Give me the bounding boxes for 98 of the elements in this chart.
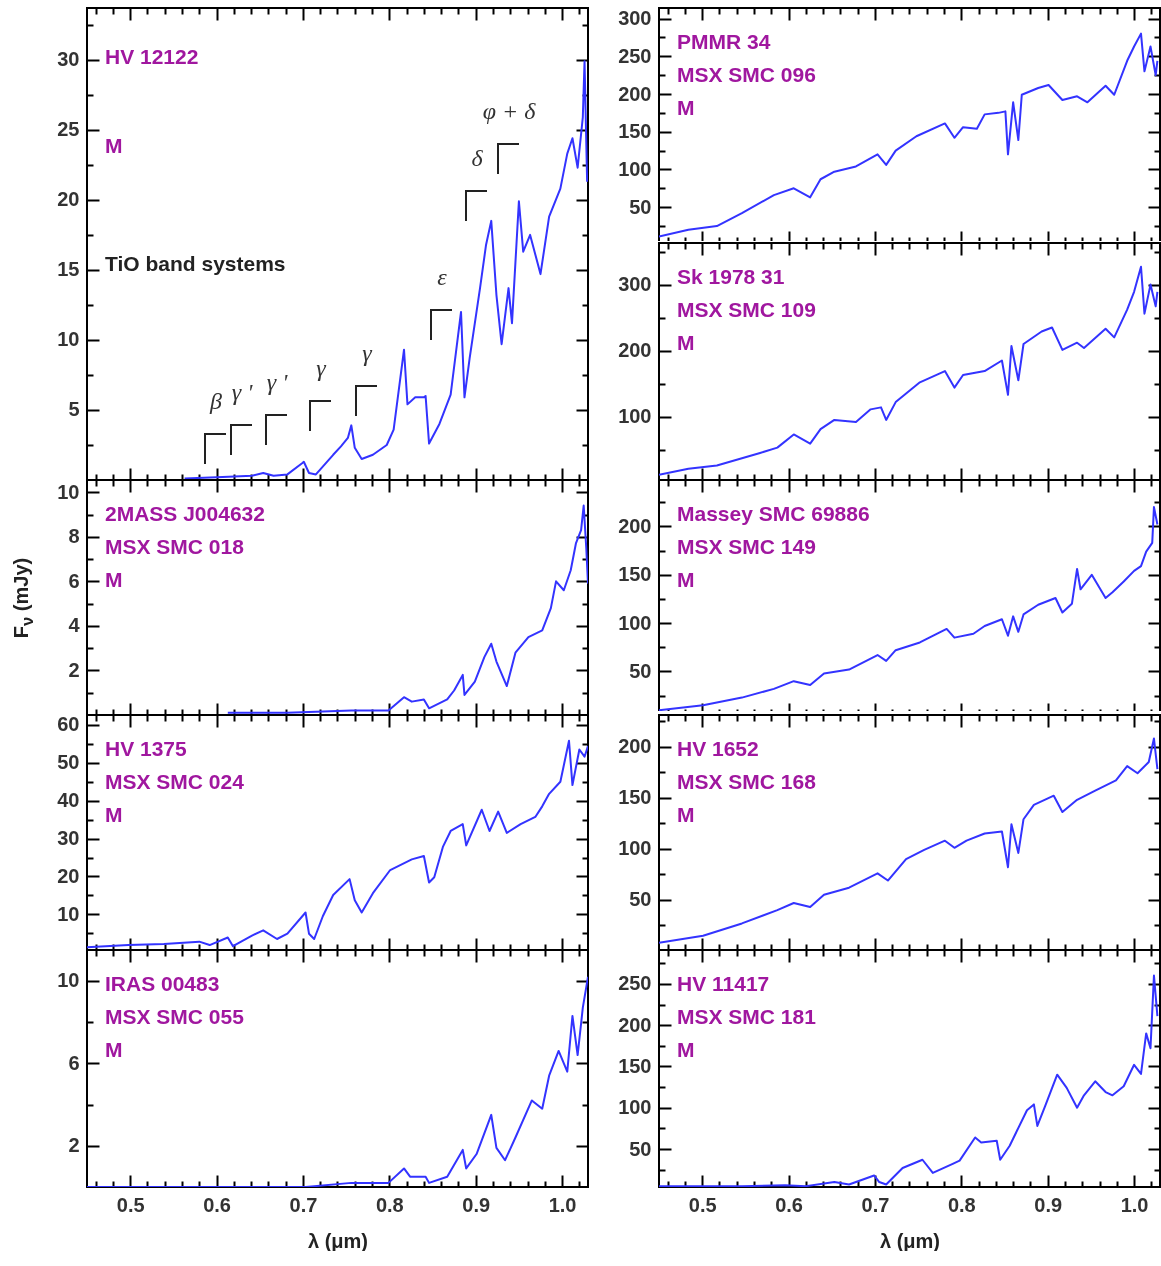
annotation: HV 12122 (105, 45, 199, 68)
x-axis-title: λ (μm) (307, 1229, 369, 1252)
annotation: HV 1652 (677, 737, 759, 760)
y-tick-label: 6 (68, 569, 80, 592)
y-tick-label: 30 (57, 827, 80, 850)
y-tick-label: 50 (629, 1137, 652, 1160)
y-tick-label: 50 (57, 751, 80, 774)
y-tick-label: 200 (618, 1013, 652, 1036)
y-tick-label: 300 (618, 273, 652, 296)
y-tick-label: 10 (57, 902, 80, 925)
y-tick-label: 40 (57, 789, 80, 812)
annotation: IRAS 00483 (105, 972, 220, 995)
annotation: MSX SMC 149 (677, 535, 816, 558)
annotation: M (105, 134, 123, 157)
annotation: M (677, 331, 695, 354)
annotation: 2MASS J004632 (105, 502, 265, 525)
annotation: M (105, 803, 123, 826)
y-tick-label: 50 (629, 888, 652, 911)
y-tick-label: 150 (618, 1054, 652, 1077)
annotation: φ + δ (482, 98, 537, 124)
annotation: ε (437, 264, 448, 290)
y-tick-label: 100 (618, 157, 652, 180)
annotation: PMMR 34 (677, 30, 771, 53)
annotation: M (677, 568, 695, 591)
y-tick-label: 2 (68, 658, 80, 681)
line-series (87, 739, 588, 949)
y-tick-label: 150 (618, 120, 652, 143)
y-tick-label: 2 (68, 1134, 80, 1157)
line-series (87, 975, 588, 1187)
y-tick-label: 30 (57, 48, 80, 71)
y-tick-label: 200 (618, 82, 652, 105)
x-tick-label: 0.9 (462, 1193, 491, 1216)
y-tick-label: 10 (57, 480, 80, 503)
annotation: γ ' (266, 369, 289, 395)
y-tick-label: 250 (618, 972, 652, 995)
annotation: γ (362, 340, 373, 366)
annotation: γ ' (231, 379, 254, 405)
y-tick-label: 20 (57, 188, 80, 211)
y-tick-label: 100 (618, 405, 652, 428)
x-tick-label: 0.9 (1034, 1193, 1063, 1216)
annotation: MSX SMC 181 (677, 1005, 817, 1028)
annotation: HV 11417 (677, 972, 770, 995)
line-series (659, 506, 1159, 712)
annotation: M (677, 803, 695, 826)
x-tick-label: 0.6 (775, 1193, 803, 1216)
y-tick-label: 6 (68, 1051, 80, 1074)
line-series (659, 974, 1159, 1187)
annotation: MSX SMC 109 (677, 298, 816, 321)
annotation: M (677, 96, 695, 119)
x-tick-label: 0.5 (116, 1193, 145, 1216)
annotation: MSX SMC 018 (105, 535, 245, 558)
x-tick-label: 1.0 (548, 1193, 577, 1216)
annotation: MSX SMC 168 (677, 770, 817, 793)
y-tick-label: 4 (68, 614, 81, 637)
line-series (659, 265, 1159, 476)
x-tick-label: 0.8 (375, 1193, 404, 1216)
annotation: MSX SMC 024 (105, 770, 245, 793)
y-tick-label: 50 (629, 659, 652, 682)
annotation: Sk 1978 31 (677, 265, 785, 288)
y-tick-label: 15 (57, 258, 80, 281)
y-tick-label: 10 (57, 328, 80, 351)
y-tick-label: 250 (618, 44, 652, 67)
annotation: M (105, 568, 123, 591)
annotation: β (209, 388, 223, 414)
annotation: HV 1375 (105, 737, 188, 760)
y-tick-label: 150 (618, 786, 652, 809)
y-tick-label: 5 (68, 398, 80, 421)
y-tick-label: 60 (57, 713, 80, 736)
y-tick-label: 200 (618, 514, 652, 537)
annotation: γ (316, 355, 327, 381)
y-tick-label: 10 (57, 969, 80, 992)
annotation: Massey SMC 69886 (677, 502, 870, 525)
y-tick-label: 25 (57, 118, 80, 141)
y-tick-label: 100 (618, 1096, 652, 1119)
x-tick-label: 1.0 (1120, 1193, 1149, 1216)
y-tick-label: 100 (618, 837, 652, 860)
y-tick-label: 200 (618, 735, 652, 758)
annotation: M (105, 1038, 123, 1061)
y-tick-label: 300 (618, 7, 652, 30)
y-tick-label: 150 (618, 563, 652, 586)
y-tick-label: 8 (68, 525, 80, 548)
annotation: δ (471, 145, 484, 171)
y-tick-label: 100 (618, 611, 652, 634)
x-tick-label: 0.7 (861, 1193, 890, 1216)
annotation: MSX SMC 096 (677, 63, 816, 86)
x-tick-label: 0.5 (688, 1193, 717, 1216)
line-series (659, 737, 1159, 944)
x-tick-label: 0.7 (289, 1193, 318, 1216)
x-axis-title: λ (μm) (879, 1229, 941, 1252)
annotation: TiO band systems (105, 252, 286, 275)
x-tick-label: 0.6 (203, 1193, 231, 1216)
y-tick-label: 50 (629, 195, 652, 218)
annotation: MSX SMC 055 (105, 1005, 245, 1028)
x-tick-label: 0.8 (947, 1193, 976, 1216)
y-tick-label: 20 (57, 864, 80, 887)
annotation: M (677, 1038, 695, 1061)
y-tick-label: 200 (618, 339, 652, 362)
line-series (659, 32, 1159, 238)
